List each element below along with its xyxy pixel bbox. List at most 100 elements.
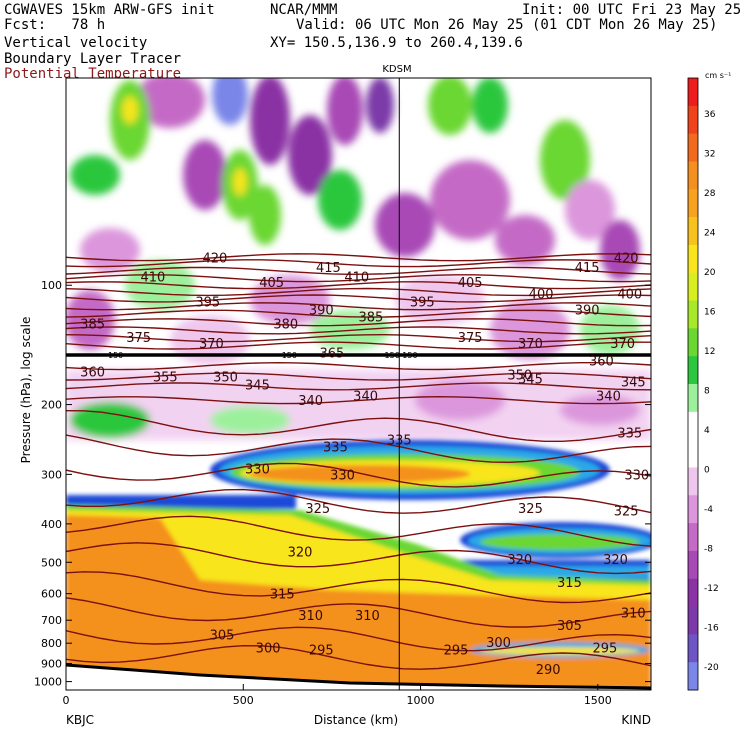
- theta-contour: [66, 410, 651, 442]
- theta-contour: [66, 281, 651, 290]
- theta-label: 385: [358, 311, 383, 326]
- colorbar-label: 20: [704, 268, 716, 278]
- vertical-velocity-field: [66, 78, 651, 690]
- colorbar-label: 36: [704, 110, 716, 120]
- potential-temperature-contours: [66, 253, 651, 670]
- x-axis-label: Distance (km): [314, 713, 398, 727]
- theta-contour: [66, 515, 651, 547]
- colorbar-label: 12: [704, 347, 715, 357]
- theta-contour: [66, 326, 651, 335]
- theta-contour: [66, 318, 651, 327]
- theta-label: 330: [624, 468, 649, 483]
- colorbar-label: -4: [704, 505, 713, 515]
- theta-label: 340: [298, 394, 323, 409]
- theta-label: 365: [319, 347, 344, 362]
- theta-label: 310: [298, 609, 323, 624]
- theta-contour: [66, 434, 651, 464]
- colorbar-label: 28: [704, 189, 716, 199]
- colorbar-swatch: [688, 662, 698, 691]
- theta-label: 390: [309, 303, 334, 318]
- theta-label: 295: [309, 644, 334, 659]
- theta-contour: [66, 309, 651, 318]
- theta-label: 345: [245, 379, 270, 394]
- colorbar-label: 0: [704, 466, 710, 476]
- y-tick-label: 300: [41, 468, 62, 481]
- theta-contour: [66, 462, 651, 488]
- theta-contour: [66, 302, 651, 311]
- theta-label: 320: [507, 553, 532, 568]
- tropopause-label: 150: [108, 351, 123, 360]
- valid-time: Valid: 06 UTC Mon 26 May 25 (01 CDT Mon …: [296, 17, 718, 33]
- theta-contour: [66, 644, 651, 670]
- theta-label: 360: [589, 355, 614, 370]
- theta-label: 340: [596, 390, 621, 405]
- theta-label: 310: [355, 609, 380, 624]
- theta-label: 300: [256, 641, 281, 656]
- theta-label: 295: [592, 641, 617, 656]
- station-kdsm: KDSM: [382, 64, 411, 75]
- colorbar-swatch: [688, 133, 698, 162]
- theta-label: 395: [410, 296, 435, 311]
- colorbar-label: -8: [704, 545, 713, 555]
- theta-label: 340: [353, 390, 378, 405]
- theta-contour: [66, 333, 651, 343]
- theta-label: 370: [610, 337, 635, 352]
- colorbar-label: 24: [704, 229, 716, 239]
- x-tick-label: 1500: [584, 694, 612, 707]
- colorbar: 36 32 28 24 20 16 12 8 4 0 -4 -8 -12 -16 -20: [687, 77, 719, 691]
- colorbar-swatch: [688, 189, 698, 218]
- field-boundary-layer-tracer: Boundary Layer Tracer: [4, 51, 182, 67]
- theta-contour: [66, 542, 651, 575]
- theta-label: 390: [575, 303, 600, 318]
- theta-label: 335: [323, 440, 348, 455]
- theta-label: 375: [126, 331, 151, 346]
- colorbar-label: -12: [704, 584, 719, 594]
- theta-label: 415: [316, 261, 341, 276]
- theta-label: 370: [518, 337, 543, 352]
- x-tick-label: 0: [63, 694, 70, 707]
- theta-label: 400: [529, 288, 554, 303]
- colorbar-frame: [687, 77, 699, 691]
- y-tick-label: 700: [41, 614, 62, 627]
- theta-label: 405: [458, 276, 483, 291]
- colorbar-unit: cm s⁻¹: [705, 71, 731, 80]
- colorbar-swatch: [688, 495, 698, 524]
- theta-label: 335: [617, 426, 642, 441]
- colorbar-swatch: [688, 105, 698, 135]
- theta-label: 330: [330, 468, 355, 483]
- theta-label: 320: [288, 546, 313, 561]
- colorbar-label: 32: [704, 150, 715, 160]
- x-tick-label: 500: [233, 694, 254, 707]
- colorbar-swatch: [688, 634, 698, 663]
- theta-contour: [66, 597, 651, 628]
- theta-label: 315: [270, 588, 295, 603]
- colorbar-swatch: [688, 467, 698, 496]
- y-tick-label: 600: [41, 588, 62, 601]
- theta-label: 295: [444, 644, 469, 659]
- theta-contour: [66, 341, 651, 350]
- theta-label: 290: [536, 663, 561, 678]
- colorbar-label: 4: [704, 426, 710, 436]
- y-tick-label: 400: [41, 518, 62, 531]
- theta-label: 325: [518, 502, 543, 517]
- y-tick-label: 800: [41, 637, 62, 650]
- colorbar-swatch: [688, 161, 698, 190]
- colorbar-label: -16: [704, 624, 719, 634]
- theta-label: 350: [213, 371, 238, 386]
- colorbar-swatch: [688, 439, 698, 468]
- y-tick-label: 1000: [34, 676, 62, 689]
- x-tick-label: 1000: [407, 694, 435, 707]
- theta-contour: [66, 287, 651, 297]
- colorbar-swatch: [688, 523, 698, 552]
- theta-label: 305: [210, 628, 235, 643]
- theta-label: 345: [518, 373, 543, 388]
- y-axis: 100 200 300 400 500 600 700 800 900 1000: [34, 279, 651, 689]
- tropopause-label: 150: [282, 351, 297, 360]
- colorbar-swatch: [688, 384, 698, 413]
- theta-label: 420: [614, 251, 639, 266]
- station-kind: KIND: [621, 713, 651, 727]
- x-axis: 0 500 1000 1500: [63, 684, 612, 707]
- colorbar-swatch: [688, 356, 698, 385]
- theta-label: 385: [80, 318, 105, 333]
